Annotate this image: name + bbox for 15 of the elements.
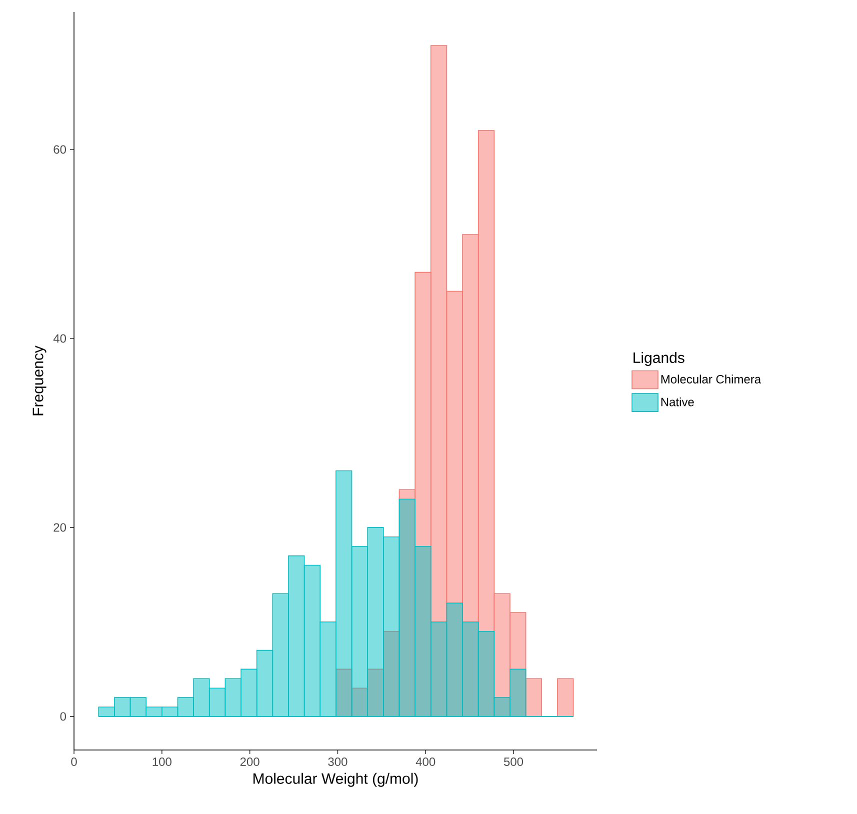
y-tick-label: 60: [54, 145, 66, 154]
x-tick-label: 100: [152, 758, 172, 766]
x-tick-label: 300: [328, 758, 348, 766]
y-tick-label: 20: [54, 523, 66, 532]
legend-title: Ligands: [634, 352, 684, 366]
y-tick-label: 0: [60, 712, 66, 721]
x-tick-label: 200: [240, 758, 260, 766]
x-axis-title: Molecular Weight (g/mol): [254, 772, 418, 787]
legend-label: Native: [661, 397, 694, 406]
x-tick-label: 500: [504, 758, 524, 766]
legend-label: Molecular Chimera: [661, 374, 762, 384]
x-tick-label: 0: [71, 758, 77, 766]
x-tick-label: 400: [416, 758, 436, 766]
y-tick-label: 40: [53, 334, 66, 343]
y-axis-title: Frequency: [32, 346, 46, 416]
